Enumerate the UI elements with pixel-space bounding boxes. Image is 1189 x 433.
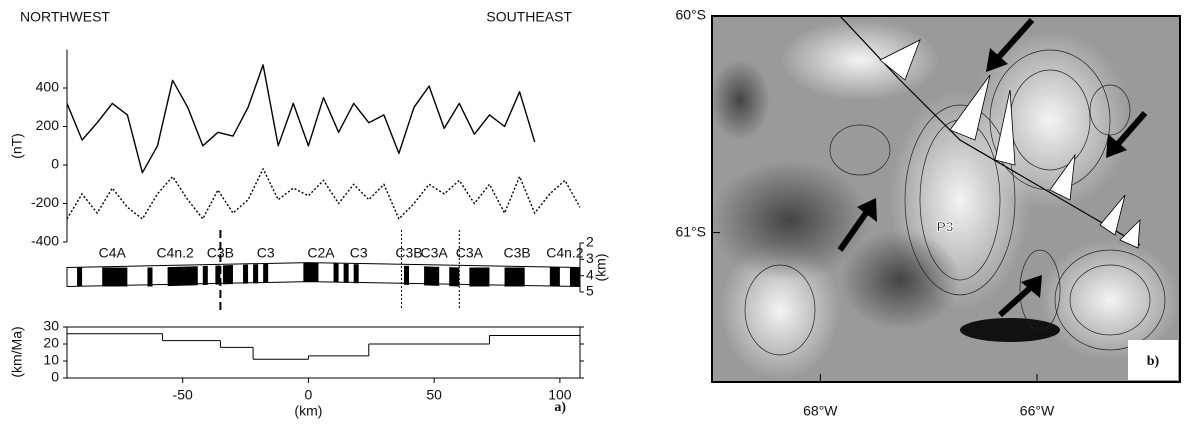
- chron-label: C4n.2: [546, 245, 584, 261]
- arrows: [837, 17, 1148, 318]
- normal-polarity-block: [167, 266, 198, 287]
- depth-axis-label: (km): [593, 254, 609, 282]
- y-axis-label: (km/Ma): [9, 326, 25, 377]
- lon-label: 68°W: [803, 403, 838, 419]
- crust-model: [66, 262, 581, 288]
- chron-label: C3B: [395, 245, 422, 261]
- depth-tick-label: 4: [586, 266, 594, 282]
- normal-polarity-block: [353, 264, 359, 284]
- map-frame: [711, 15, 1181, 383]
- chron-label: C2A: [307, 245, 335, 261]
- normal-polarity-block: [343, 263, 349, 283]
- y-tick-label: 200: [36, 117, 60, 133]
- title-left: NORTHWEST: [20, 9, 110, 25]
- x-tick-label: 100: [548, 387, 572, 403]
- normal-polarity-block: [333, 263, 339, 283]
- x-axis-label: (km): [294, 403, 322, 419]
- chron-label: C3B: [207, 245, 234, 261]
- y-tick-label: 30: [43, 318, 59, 334]
- normal-polarity-block: [102, 267, 128, 287]
- normal-polarity-block: [202, 265, 208, 286]
- normal-polarity-block: [243, 264, 249, 284]
- normal-polarity-block: [253, 264, 259, 284]
- normal-polarity-block: [403, 265, 409, 285]
- depth-tick-label: 5: [586, 283, 594, 299]
- plot-frame: [66, 326, 581, 379]
- chron-label: C3A: [456, 245, 484, 261]
- normal-polarity-block: [449, 267, 460, 287]
- chron-label: C3A: [421, 245, 449, 261]
- y-tick-label: 20: [43, 335, 59, 351]
- normal-polarity-block: [147, 267, 153, 287]
- chron-label: C3: [257, 245, 275, 261]
- y-tick-label: -200: [31, 194, 59, 210]
- y-axis-label: (nT): [9, 133, 25, 159]
- normal-polarity-block: [469, 267, 490, 287]
- normal-polarity-block: [549, 267, 560, 287]
- panel-label-box: [1128, 340, 1178, 380]
- normal-polarity-block: [504, 267, 525, 287]
- x-tick-label: 50: [426, 387, 442, 403]
- chron-label: C3: [350, 245, 368, 261]
- lon-label: 66°W: [1020, 403, 1055, 419]
- arrowheads: [857, 48, 1127, 298]
- depth-tick-label: 3: [586, 250, 594, 266]
- panel-label: b): [1147, 354, 1160, 369]
- x-tick-label: 0: [305, 387, 313, 403]
- normal-polarity-block: [215, 265, 221, 285]
- chron-label: C4A: [99, 245, 127, 261]
- x-tick-label: -50: [173, 387, 193, 403]
- feature-label: P3: [936, 219, 953, 235]
- title-right: SOUTHEAST: [486, 9, 572, 25]
- lat-label: 61°S: [675, 223, 706, 239]
- normal-polarity-block: [569, 267, 580, 287]
- normal-polarity-block: [424, 266, 440, 286]
- chron-label: C3B: [504, 245, 531, 261]
- profile-line: [66, 168, 581, 220]
- depth-tick-label: 2: [586, 234, 594, 250]
- normal-polarity-block: [263, 263, 269, 284]
- normal-polarity-block: [222, 265, 233, 285]
- y-tick-label: -400: [31, 233, 59, 249]
- y-tick-label: 0: [51, 156, 59, 172]
- panel-label: a): [554, 400, 566, 415]
- profile-line: [66, 64, 536, 174]
- y-tick-label: 10: [43, 352, 59, 368]
- lat-label: 60°S: [675, 7, 706, 23]
- normal-polarity-block: [77, 267, 83, 287]
- map-image: [712, 16, 1180, 382]
- y-tick-label: 0: [51, 369, 59, 385]
- normal-polarity-block: [303, 262, 319, 282]
- chron-label: C4n.2: [156, 245, 194, 261]
- y-tick-label: 400: [36, 79, 60, 95]
